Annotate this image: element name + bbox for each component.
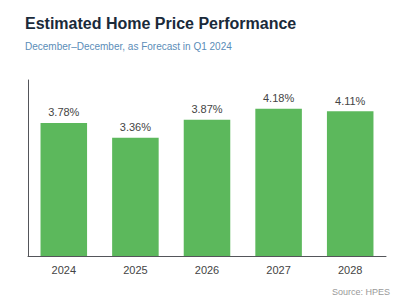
svg-text:December–December, as Forecast: December–December, as Forecast in Q1 202… bbox=[25, 41, 232, 52]
svg-text:2028: 2028 bbox=[338, 264, 362, 276]
svg-text:2025: 2025 bbox=[123, 264, 147, 276]
svg-text:3.36%: 3.36% bbox=[120, 121, 151, 133]
svg-text:2024: 2024 bbox=[52, 264, 76, 276]
svg-text:2027: 2027 bbox=[266, 264, 290, 276]
svg-text:2026: 2026 bbox=[195, 264, 219, 276]
svg-text:4.18%: 4.18% bbox=[263, 92, 294, 104]
svg-text:3.78%: 3.78% bbox=[48, 106, 79, 118]
svg-text:Source: HPES: Source: HPES bbox=[332, 287, 390, 297]
svg-text:3.87%: 3.87% bbox=[191, 103, 222, 115]
svg-text:Estimated Home Price Performan: Estimated Home Price Performance bbox=[25, 15, 296, 32]
svg-text:4.11%: 4.11% bbox=[335, 95, 366, 107]
